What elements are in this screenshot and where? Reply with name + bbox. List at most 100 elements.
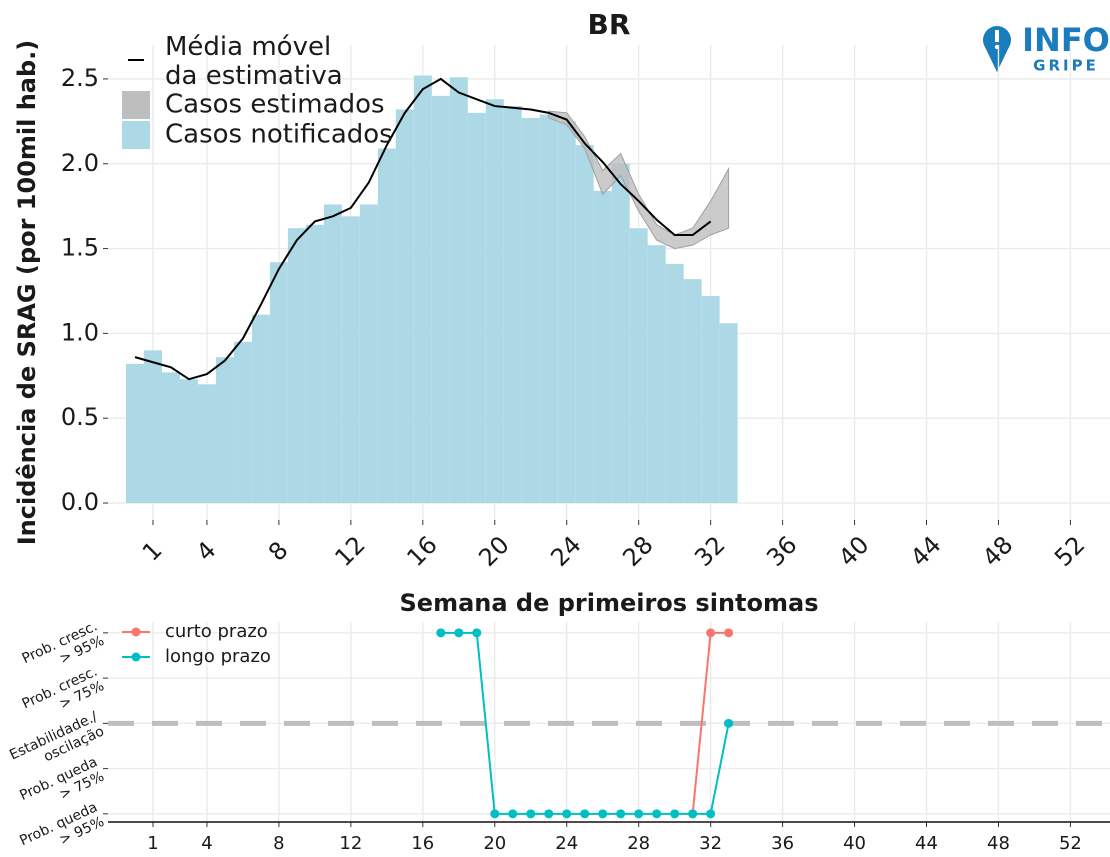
x-tick-label: 8: [273, 833, 284, 854]
x-tick-label: 20: [483, 833, 506, 854]
bar: [233, 341, 252, 504]
legend-label: Casos notificados: [165, 120, 393, 150]
bar: [575, 145, 594, 504]
x-tick-label: 48: [987, 833, 1010, 854]
logo-subtitle: GRIPE: [1033, 57, 1099, 75]
point: [670, 809, 680, 819]
bar: [701, 296, 720, 504]
bar: [467, 112, 486, 504]
band: [548, 110, 730, 250]
bar: [431, 95, 450, 504]
bar: [269, 262, 288, 504]
y-tick-label: Prob. queda> 95%: [17, 799, 107, 857]
bar: [251, 314, 270, 504]
bar: [485, 99, 504, 504]
legend-swatch: [122, 91, 150, 119]
point: [688, 809, 698, 819]
y-tick-label: 1.5: [61, 234, 99, 262]
x-tick-label: 8: [263, 536, 294, 567]
bar: [557, 121, 576, 504]
legend-label: longo prazo: [165, 646, 271, 667]
x-tick-label: 36: [771, 833, 794, 854]
x-tick-label: 48: [977, 531, 1018, 572]
point: [580, 809, 590, 819]
legend-swatch: [131, 652, 141, 662]
bar: [647, 245, 666, 504]
point: [616, 809, 626, 819]
x-tick-label: 12: [339, 833, 362, 854]
y-tick-label: 0.5: [61, 403, 99, 431]
x-tick-label: 32: [699, 833, 722, 854]
x-tick-label: 52: [1059, 833, 1082, 854]
x-tick-label: 40: [833, 531, 874, 572]
point: [724, 628, 734, 638]
x-tick-label: 12: [329, 531, 370, 572]
bar: [197, 384, 216, 504]
bar: [179, 379, 198, 504]
point: [436, 628, 446, 638]
x-tick-label: 28: [617, 531, 658, 572]
bar: [449, 77, 468, 504]
bar: [593, 190, 612, 504]
bar: [143, 350, 162, 504]
x-tick-label: 24: [545, 531, 586, 572]
bar: [521, 117, 540, 504]
bar: [161, 372, 180, 504]
point: [706, 628, 716, 638]
bar: [125, 363, 144, 504]
logo-icon: [985, 47, 1009, 72]
point: [508, 809, 518, 819]
bar: [323, 204, 342, 504]
bar: [539, 114, 558, 504]
x-tick-label: 4: [201, 833, 212, 854]
y-tick-label: 1.0: [61, 318, 99, 346]
x-tick-label: 32: [689, 531, 730, 572]
y-tick-label: 0.0: [61, 488, 99, 516]
point: [544, 809, 554, 819]
bar: [503, 106, 522, 504]
point: [454, 628, 464, 638]
point: [490, 809, 500, 819]
point: [706, 809, 716, 819]
legend-label: Casos estimados: [165, 90, 385, 120]
bar: [665, 263, 684, 504]
legend-label: Média móvel da estimativa: [165, 32, 343, 91]
x-tick-label: 44: [905, 531, 946, 572]
bar: [395, 109, 414, 504]
bar: [719, 323, 738, 504]
legend-swatch: [122, 121, 150, 149]
y-tick-label: 2.0: [61, 149, 99, 177]
bar: [359, 204, 378, 504]
text-line: Média móvel: [165, 32, 331, 62]
legend-label: curto prazo: [165, 621, 268, 642]
logo-title: INFO: [1022, 21, 1110, 59]
x-tick-label: 4: [191, 536, 222, 567]
panel: 1 4 8 12 16 20 24 28 32 36 40 44 48 520.00.51.01.52.0…: [13, 8, 1110, 617]
chart-title: BR: [588, 8, 631, 41]
x-axis-title: Semana de primeiros sintomas: [400, 589, 819, 617]
point: [598, 809, 608, 819]
point: [724, 718, 734, 728]
bar: [341, 216, 360, 504]
point: [562, 809, 572, 819]
x-tick-label: 1: [137, 536, 168, 567]
bar: [413, 75, 432, 504]
logo: INFO GRIPE: [983, 21, 1110, 75]
point: [634, 809, 644, 819]
bar: [377, 148, 396, 504]
bar: [683, 279, 702, 504]
point: [472, 628, 482, 638]
bar: [629, 228, 648, 504]
y-axis-title: Incidência de SRAG (por 100mil hab.): [13, 40, 41, 546]
point: [526, 809, 536, 819]
x-tick-label: 40: [843, 833, 866, 854]
y-tick-label: 2.5: [61, 64, 99, 92]
x-tick-label: 16: [411, 833, 434, 854]
bar: [215, 357, 234, 504]
bar: [305, 224, 324, 504]
legend-swatch: [131, 627, 141, 637]
text-line: da estimativa: [165, 61, 343, 91]
